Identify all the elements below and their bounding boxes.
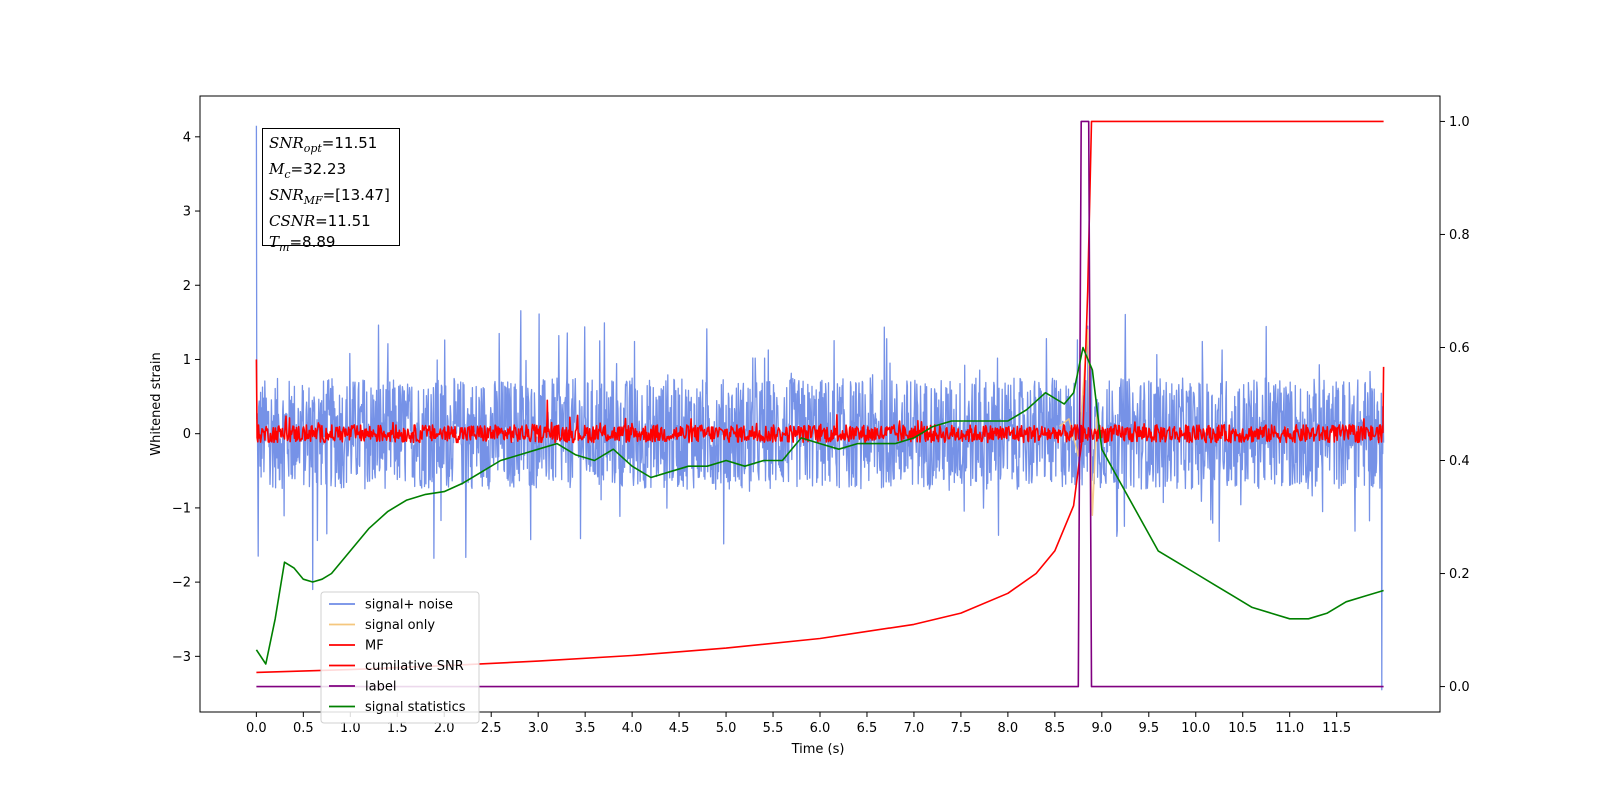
x-tick-label: 8.0	[998, 721, 1019, 736]
y-axis-label: Whitened strain	[149, 352, 164, 455]
legend-label: label	[365, 680, 396, 695]
x-tick-label: 7.0	[904, 721, 925, 736]
x-tick-label: 4.0	[622, 721, 643, 736]
x-tick-label: 9.5	[1138, 721, 1159, 736]
x-tick-label: 5.5	[763, 721, 784, 736]
y-tick-label: −2	[172, 576, 191, 591]
y2-tick-label: 0.0	[1449, 680, 1470, 695]
y-tick-label: 1	[183, 353, 191, 368]
mf-line	[255, 359, 1385, 444]
x-tick-label: 9.0	[1091, 721, 1112, 736]
annotation-snr-opt: SNRopt=11.51	[269, 134, 378, 155]
legend-label: signal only	[365, 618, 435, 633]
y-axis-ticks: 4 3 2 1 0 −1 −2 −3	[172, 130, 200, 665]
x-axis-ticks: 0.0 0.5 1.0 1.5 2.0 2.5 3.0 3.5 4.0 4.5 5.0 5.5 6.0 6…	[246, 712, 1351, 736]
legend-label: signal statistics	[365, 700, 466, 715]
x-tick-label: 1.5	[387, 721, 408, 736]
annotation-csnr: CSNR=11.51	[269, 212, 371, 230]
x-tick-label: 5.0	[716, 721, 737, 736]
x-tick-label: 11.5	[1322, 721, 1351, 736]
legend-label: cumilative SNR	[365, 659, 464, 674]
y2-tick-label: 0.4	[1449, 454, 1470, 469]
signal-statistics-line	[255, 346, 1384, 665]
x-tick-label: 2.0	[434, 721, 455, 736]
y2-axis-ticks: 1.0 0.8 0.6 0.4 0.2 0.0	[1440, 115, 1470, 695]
x-tick-label: 6.0	[810, 721, 831, 736]
legend-frame	[320, 591, 480, 724]
signal-noise-line	[255, 125, 1385, 691]
legend: signal+ noise signal only MF cumilative SNR…	[320, 591, 480, 724]
annotation-tm: Tm=8.89	[269, 233, 336, 254]
x-tick-label: 10.0	[1181, 721, 1210, 736]
legend-label: signal+ noise	[365, 598, 453, 613]
y-tick-label: 3	[183, 205, 191, 220]
x-tick-label: 3.0	[528, 721, 549, 736]
x-tick-label: 2.5	[481, 721, 502, 736]
y-tick-label: −3	[172, 650, 191, 665]
x-tick-label: 7.5	[951, 721, 972, 736]
y-tick-label: 2	[183, 279, 191, 294]
annotation-snr-mf: SNRMF=[13.47]	[269, 186, 390, 207]
x-tick-label: 11.0	[1275, 721, 1304, 736]
x-tick-label: 3.5	[575, 721, 596, 736]
y2-tick-label: 0.2	[1449, 567, 1470, 582]
y2-tick-label: 0.6	[1449, 341, 1470, 356]
x-tick-label: 8.5	[1045, 721, 1066, 736]
x-axis-label: Time (s)	[791, 742, 845, 757]
plot-area	[255, 120, 1385, 691]
legend-label: MF	[365, 639, 384, 654]
cumulative-snr-line	[256, 120, 1384, 674]
x-tick-label: 6.5	[857, 721, 878, 736]
x-tick-label: 4.5	[669, 721, 690, 736]
label-line	[256, 120, 1384, 688]
y-tick-label: 0	[183, 427, 191, 442]
annotation-mc: Mc=32.23	[269, 160, 347, 181]
signal-only-line	[1059, 329, 1098, 517]
y2-tick-label: 1.0	[1449, 115, 1470, 130]
annotation-box: SNRopt=11.51 Mc=32.23 SNRMF=[13.47] CSNR…	[262, 128, 400, 254]
y-tick-label: −1	[172, 501, 191, 516]
x-tick-label: 0.0	[246, 721, 267, 736]
y2-tick-label: 0.8	[1449, 228, 1470, 243]
x-tick-label: 10.5	[1228, 721, 1257, 736]
x-tick-label: 1.0	[340, 721, 361, 736]
y-tick-label: 4	[183, 130, 191, 145]
x-tick-label: 0.5	[293, 721, 314, 736]
